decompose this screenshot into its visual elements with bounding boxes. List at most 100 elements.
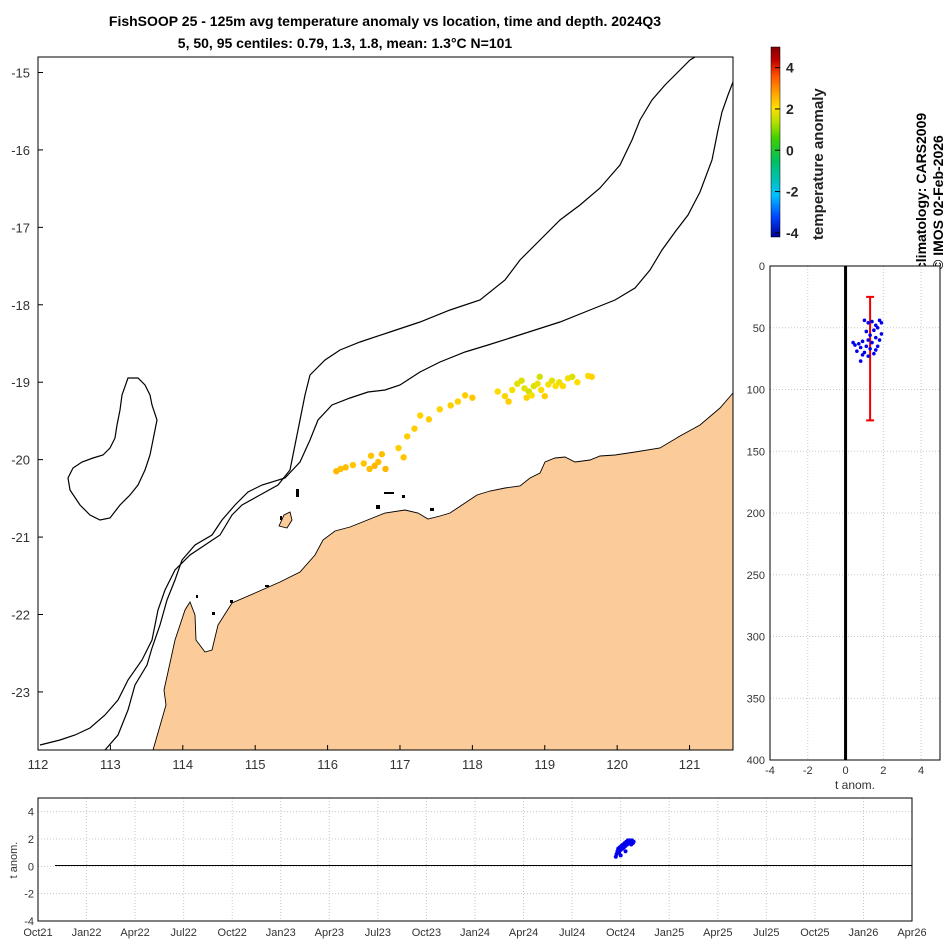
profile-point bbox=[858, 345, 863, 350]
ts-xtick-label: Oct24 bbox=[606, 927, 635, 939]
ts-point bbox=[631, 839, 636, 844]
map-xtick-label: 120 bbox=[606, 757, 628, 772]
ts-xtick-label: Apr24 bbox=[509, 927, 538, 939]
ts-ytick-label: -2 bbox=[24, 889, 34, 901]
map-anomaly-point bbox=[508, 386, 516, 394]
profile-point bbox=[875, 344, 880, 349]
ts-xtick-label: Jan23 bbox=[266, 927, 296, 939]
map-anomaly-point bbox=[518, 377, 525, 384]
ts-xtick-label: Apr25 bbox=[703, 927, 732, 939]
profile-point bbox=[866, 321, 871, 325]
ts-ytick-label: -4 bbox=[24, 916, 34, 928]
map-anomaly-point bbox=[367, 452, 375, 459]
ts-xtick-label: Jul22 bbox=[171, 927, 197, 939]
profile-point bbox=[872, 351, 876, 356]
map-xtick-label: 117 bbox=[390, 757, 411, 772]
profile-point bbox=[873, 335, 878, 340]
map-anomaly-point bbox=[523, 394, 530, 401]
profile-xtick-label: 0 bbox=[842, 765, 848, 777]
map-anomaly-point bbox=[505, 398, 512, 405]
map-xtick-label: 115 bbox=[245, 757, 266, 772]
ts-xtick-label: Oct25 bbox=[800, 927, 829, 939]
isobath-outer bbox=[39, 57, 696, 746]
map-anomaly-point bbox=[366, 465, 373, 473]
map-ytick-label: -18 bbox=[11, 298, 30, 313]
profile-ytick-label: 200 bbox=[747, 508, 765, 520]
map-xtick-label: 121 bbox=[679, 757, 701, 772]
map-ytick-label: -16 bbox=[11, 143, 30, 158]
map-frame bbox=[37, 56, 734, 751]
depth-profile-panel: -4 -2 0 2 4 0 50 100 150 200 250 300 350 400 t anom. bbox=[747, 261, 941, 792]
map-anomaly-point bbox=[375, 458, 382, 466]
island bbox=[278, 511, 293, 529]
ts-xtick-label: Oct22 bbox=[218, 927, 247, 939]
map-ytick-label: -19 bbox=[11, 375, 30, 390]
ts-xtick-label: Jul23 bbox=[365, 927, 391, 939]
colorbar-label: temperature anomaly bbox=[810, 88, 827, 240]
map-anomaly-point bbox=[349, 461, 357, 469]
ts-xtick-label: Oct21 bbox=[23, 927, 52, 939]
ts-xtick-label: Apr23 bbox=[315, 927, 344, 939]
ts-point bbox=[623, 849, 628, 854]
map-anomaly-point bbox=[574, 379, 581, 386]
map-anomaly-point bbox=[534, 380, 541, 387]
profile-point bbox=[870, 319, 874, 324]
map-anomaly-point bbox=[494, 388, 501, 395]
profile-point bbox=[858, 359, 863, 363]
map-anomaly-point bbox=[528, 392, 535, 399]
profile-xtick-label: 4 bbox=[918, 765, 924, 777]
reef-dots bbox=[196, 489, 434, 615]
land-mass bbox=[152, 392, 733, 750]
ts-xtick-label: Jul25 bbox=[753, 927, 779, 939]
profile-point bbox=[879, 332, 884, 336]
ts-ytick-label: 2 bbox=[28, 834, 34, 846]
map-xtick-label: 113 bbox=[100, 757, 121, 772]
ts-xtick-label: Jan26 bbox=[848, 927, 878, 939]
profile-ytick-label: 100 bbox=[747, 385, 765, 397]
map-anomaly-point bbox=[536, 373, 543, 380]
map-anomaly-point bbox=[342, 464, 349, 471]
map-ytick-label: -22 bbox=[11, 607, 30, 622]
profile-frame bbox=[769, 265, 941, 761]
profile-point bbox=[868, 346, 872, 351]
profile-point bbox=[864, 329, 869, 334]
map-anomaly-point bbox=[404, 433, 411, 440]
ts-xtick-label: Apr26 bbox=[897, 927, 926, 939]
profile-point bbox=[866, 338, 871, 342]
profile-ytick-label: 150 bbox=[747, 446, 765, 458]
map-anomaly-point bbox=[378, 451, 386, 458]
map-anomaly-point bbox=[436, 406, 443, 413]
profile-xtick-label: -4 bbox=[765, 765, 775, 777]
profile-point bbox=[860, 339, 865, 344]
map-ytick-label: -15 bbox=[11, 65, 30, 80]
offshore-island bbox=[67, 377, 158, 521]
map-xtick-label: 119 bbox=[534, 757, 555, 772]
profile-point bbox=[866, 354, 871, 358]
map-anomaly-point bbox=[400, 454, 407, 461]
profile-point bbox=[868, 333, 872, 337]
colorbar-gradient bbox=[770, 46, 781, 238]
ts-ytick-label: 0 bbox=[28, 861, 34, 873]
map-anomaly-point bbox=[537, 386, 545, 394]
colorbar-tick-label: 4 bbox=[786, 60, 794, 76]
isobath-inner bbox=[104, 81, 733, 750]
profile-point bbox=[877, 318, 882, 323]
chart-title-line2: 5, 50, 95 centiles: 0.79, 1.3, 1.8, mean… bbox=[177, 35, 513, 51]
map-ytick-label: -17 bbox=[11, 220, 30, 235]
profile-point bbox=[864, 344, 869, 349]
profile-point bbox=[855, 349, 859, 354]
map-xtick-label: 118 bbox=[462, 757, 483, 772]
map-anomaly-point bbox=[337, 465, 344, 473]
profile-point bbox=[872, 328, 876, 333]
profile-point bbox=[870, 340, 874, 345]
map-anomaly-point bbox=[461, 392, 469, 399]
profile-xtick-label: -2 bbox=[803, 765, 813, 777]
map-ytick-label: -21 bbox=[11, 530, 30, 545]
profile-point bbox=[862, 350, 867, 355]
ts-xtick-label: Oct23 bbox=[412, 927, 441, 939]
profile-point bbox=[875, 325, 880, 330]
ts-xtick-label: Jan22 bbox=[72, 927, 102, 939]
colorbar: -4 -2 0 2 4 temperature anomaly bbox=[770, 46, 827, 241]
ts-xtick-label: Jan24 bbox=[460, 927, 490, 939]
